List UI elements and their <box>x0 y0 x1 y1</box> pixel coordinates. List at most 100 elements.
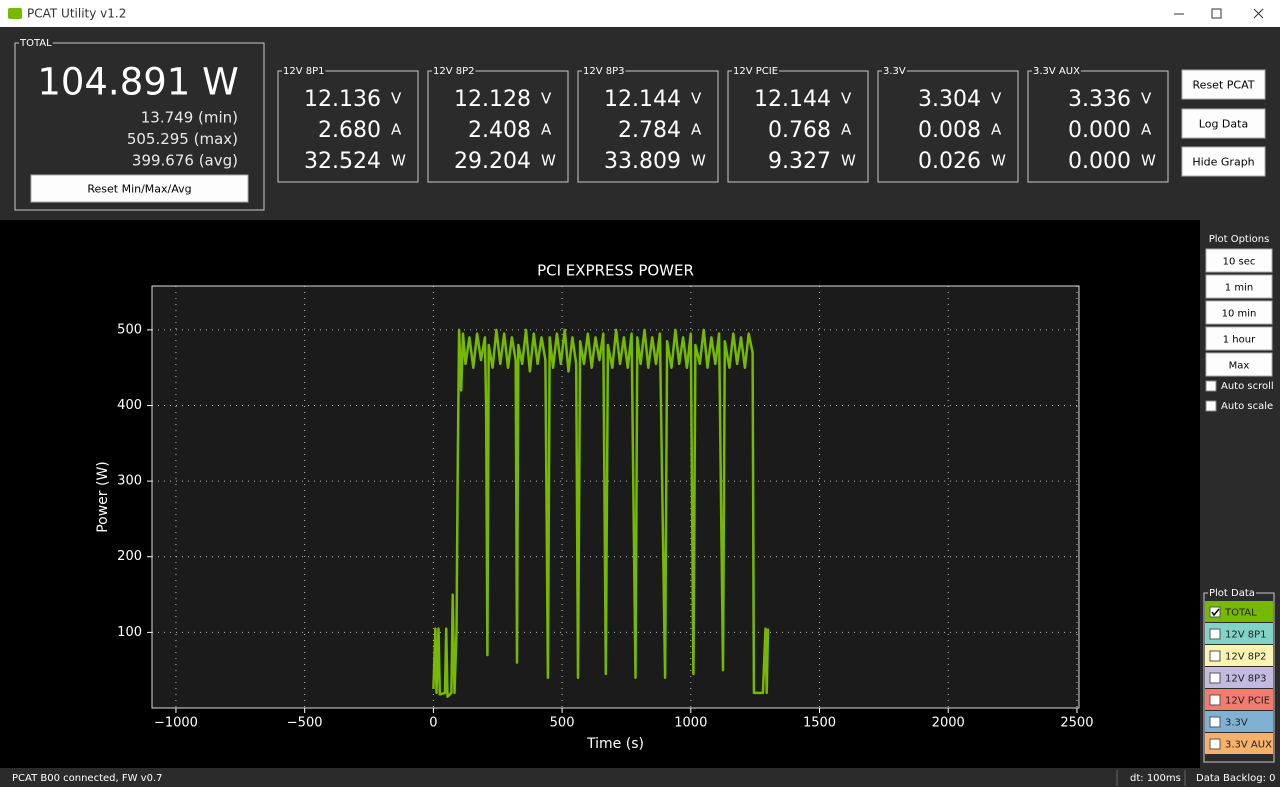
rail-box-label: 12V 8P3 <box>583 66 625 77</box>
plot-options-title: Plot Options <box>1209 234 1270 245</box>
close-button[interactable] <box>1253 8 1264 19</box>
rail-current: 0.768 <box>768 118 831 143</box>
rail-unit: V <box>391 90 402 108</box>
reset-minmax-button[interactable] <box>30 174 249 203</box>
status-dt: dt: 100ms <box>1130 773 1181 784</box>
rail-unit: A <box>1141 121 1152 139</box>
rail-unit: W <box>391 152 406 170</box>
rail-unit: V <box>691 90 702 108</box>
range-button[interactable] <box>1205 352 1273 377</box>
checkmark <box>1211 608 1220 617</box>
label-bg <box>1032 65 1081 77</box>
x-tick-label: 500 <box>550 716 575 731</box>
range-button[interactable] <box>1205 300 1273 325</box>
rail-unit: W <box>691 152 706 170</box>
range-button[interactable] <box>1205 248 1273 273</box>
plot-data-label[interactable]: 12V 8P1 <box>1225 630 1267 641</box>
plot-data-label[interactable]: 3.3V <box>1225 718 1248 729</box>
rail-box <box>1027 70 1169 183</box>
status-backlog: Data Backlog: 0 <box>1196 773 1276 784</box>
plot-data-label[interactable]: 3.3V AUX <box>1225 740 1272 751</box>
rail-unit: W <box>991 152 1006 170</box>
action-button-label[interactable]: Reset PCAT <box>1193 79 1255 92</box>
plot-data-label[interactable]: 12V 8P2 <box>1225 652 1267 663</box>
checkbox[interactable] <box>1209 716 1221 728</box>
rail-power: 33.809 <box>604 149 681 174</box>
range-button[interactable] <box>1205 326 1273 351</box>
plot-data-item[interactable] <box>1205 667 1273 688</box>
y-tick-label: 300 <box>117 474 142 489</box>
checkbox[interactable] <box>1209 650 1221 662</box>
app-icon <box>8 8 22 19</box>
rail-unit: A <box>541 121 552 139</box>
rail-unit: V <box>991 90 1002 108</box>
rail-power: 32.524 <box>304 149 381 174</box>
total-power: 104.891 W <box>37 61 238 104</box>
checkbox[interactable] <box>1209 694 1221 706</box>
label-bg <box>582 65 626 77</box>
rail-power: 9.327 <box>768 149 831 174</box>
plot-data-item[interactable] <box>1205 689 1273 710</box>
range-button-label[interactable]: 10 min <box>1222 309 1257 320</box>
x-tick-label: 0 <box>429 716 437 731</box>
rail-box-label: 12V 8P2 <box>433 66 475 77</box>
y-tick-label: 500 <box>117 322 142 337</box>
plot-data-item[interactable] <box>1205 601 1273 622</box>
action-button[interactable] <box>1181 69 1266 100</box>
range-button[interactable] <box>1205 274 1273 299</box>
action-button[interactable] <box>1181 146 1266 177</box>
maximize-button[interactable] <box>1211 8 1222 19</box>
y-axis-label: Power (W) <box>95 461 111 533</box>
plot-data-label[interactable]: 12V PCIE <box>1225 696 1270 707</box>
rail-unit: A <box>391 121 402 139</box>
range-button-label[interactable]: 1 hour <box>1223 335 1256 346</box>
plot-data-item[interactable] <box>1205 645 1273 666</box>
action-button-label[interactable]: Log Data <box>1199 118 1248 131</box>
rail-box <box>577 70 719 183</box>
x-tick-label: 1500 <box>803 716 836 731</box>
rail-unit: A <box>691 121 702 139</box>
total-box-label: TOTAL <box>19 38 52 49</box>
total-max: 505.295 (max) <box>127 130 238 148</box>
x-tick-label: −500 <box>287 716 323 731</box>
reset-minmax-button-label[interactable]: Reset Min/Max/Avg <box>87 183 191 196</box>
status-bar <box>0 768 1280 787</box>
rail-voltage: 12.136 <box>304 87 381 112</box>
rail-box <box>427 70 569 183</box>
plot-data-label[interactable]: TOTAL <box>1224 608 1257 619</box>
rail-box <box>877 70 1019 183</box>
label-bg <box>1208 587 1256 599</box>
rail-voltage: 12.128 <box>454 87 531 112</box>
plot-data-item[interactable] <box>1205 733 1273 754</box>
range-button-label[interactable]: 10 sec <box>1223 257 1256 268</box>
x-tick-label: 2500 <box>1060 716 1093 731</box>
checkbox[interactable] <box>1209 606 1221 618</box>
status-connection: PCAT B00 connected, FW v0.7 <box>12 773 163 784</box>
rail-voltage: 3.304 <box>918 87 981 112</box>
action-button-label[interactable]: Hide Graph <box>1192 156 1254 169</box>
checkbox-label[interactable]: Auto scroll <box>1221 381 1274 392</box>
checkbox-label[interactable]: Auto scale <box>1221 401 1273 412</box>
range-button-label[interactable]: Max <box>1229 361 1250 372</box>
action-button[interactable] <box>1181 108 1266 139</box>
rail-unit: W <box>841 152 856 170</box>
checkbox[interactable] <box>1209 672 1221 684</box>
total-box <box>14 42 265 211</box>
rail-current: 2.408 <box>468 118 531 143</box>
plot-data-item[interactable] <box>1205 711 1273 732</box>
y-tick-label: 200 <box>117 549 142 564</box>
plot-data-item[interactable] <box>1205 623 1273 644</box>
checkbox[interactable] <box>1205 380 1217 392</box>
y-tick-label: 100 <box>117 625 142 640</box>
checkbox[interactable] <box>1209 738 1221 750</box>
rail-box-label: 12V PCIE <box>733 66 778 77</box>
rail-voltage: 3.336 <box>1068 87 1131 112</box>
rail-current: 2.680 <box>318 118 381 143</box>
plot-data-label[interactable]: 12V 8P3 <box>1225 674 1267 685</box>
rail-voltage: 12.144 <box>604 87 681 112</box>
range-button-label[interactable]: 1 min <box>1225 283 1253 294</box>
x-axis-label: Time (s) <box>586 736 644 752</box>
checkbox[interactable] <box>1205 400 1217 412</box>
checkbox[interactable] <box>1209 628 1221 640</box>
